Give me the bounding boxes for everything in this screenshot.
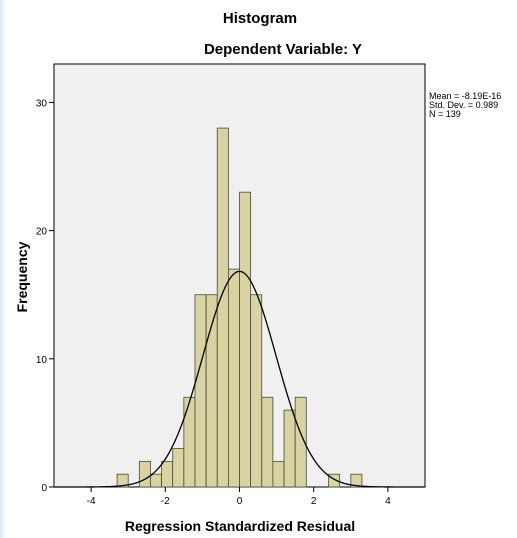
y-tick-label-20: 20 [36,227,48,238]
histogram-bar-15 [283,409,296,488]
histogram-bar-9 [216,127,229,488]
histogram-bar-12 [250,294,263,488]
x-tick-label-4: 4 [385,496,391,507]
y-axis-label: Frequency [14,241,30,312]
histogram-bar-11 [239,191,252,488]
stats-line-0: Mean = -8.19E-16 [429,91,501,101]
x-axis-label: Regression Standardized Residual [125,518,355,534]
histogram-bar-2 [138,460,151,488]
histogram-bar-13 [261,396,274,488]
bars-group [116,127,363,488]
histogram-bar-14 [272,460,285,488]
histogram-bar-7 [194,294,207,488]
histogram-bar-16 [294,396,307,488]
stats-line-1: Std. Dev. = 0.989 [429,100,498,110]
histogram-bar-0 [116,473,129,488]
x-tick-label--4: -4 [87,496,96,507]
histogram-bar-10 [227,268,240,488]
histogram-bar-21 [350,473,363,488]
chart-subtitle: Dependent Variable: Y [204,41,362,58]
normal-curve [54,270,425,488]
histogram-bar-5 [172,448,185,488]
x-tick-label-2: 2 [311,496,317,507]
histogram-bar-19 [328,473,341,488]
chart-title: Histogram [223,10,297,27]
stats-line-2: N = 139 [429,109,461,119]
x-tick-label--2: -2 [161,496,170,507]
y-tick-label-10: 10 [36,355,48,366]
histogram-bar-4 [161,460,174,488]
axes-group: -4 -2 0 2 4 0 10 20 30 [36,98,391,507]
window-left-edge [0,0,6,538]
y-tick-label-0: 0 [41,483,47,494]
histogram-bar-3 [150,473,162,488]
y-tick-label-30: 30 [36,98,48,109]
x-tick-label-0: 0 [237,496,243,507]
histogram-bar-6 [183,396,196,488]
